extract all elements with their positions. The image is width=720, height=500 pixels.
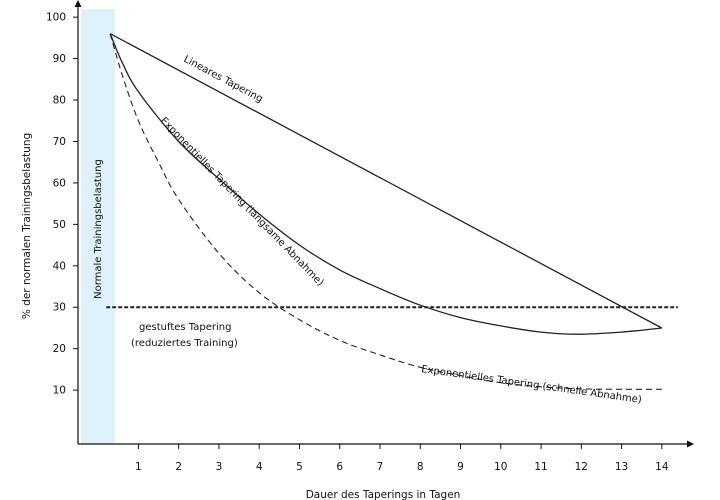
x-tick-label: 7	[377, 461, 384, 473]
y-tick-label: 70	[53, 136, 66, 148]
x-tick-label: 8	[417, 461, 424, 473]
x-tick-label: 2	[175, 461, 182, 473]
x-tick-label: 9	[457, 461, 464, 473]
y-tick-label: 10	[53, 385, 66, 397]
y-tick-label: 30	[53, 302, 66, 314]
x-tick-label: 13	[615, 461, 628, 473]
x-tick-label: 4	[256, 461, 263, 473]
y-tick-label: 100	[46, 12, 66, 24]
x-tick-label: 6	[336, 461, 343, 473]
series-line-lineares-tapering	[109, 33, 663, 329]
x-axis-title: Dauer des Taperings in Tagen	[306, 489, 461, 500]
exp-fast-tapering-label: Exponentielles Tapering (schnelle Abnahm…	[421, 364, 643, 406]
step-tapering-label: gestuftes Tapering	[139, 322, 231, 333]
exp-slow-tapering-label: Exponentielles Tapering (langsame Abnahm…	[158, 115, 326, 288]
step-tapering-label-line2: (reduziertes Training)	[131, 338, 238, 349]
normal-load-band-label: Normale Trainingsbelastung	[93, 159, 104, 299]
series-line-exponentielles-tapering-schnelle-abnahme	[109, 33, 662, 390]
normal-load-band	[81, 9, 115, 444]
y-tick-label: 20	[53, 343, 66, 355]
y-tick-label: 50	[53, 219, 66, 231]
x-tick-label: 10	[494, 461, 507, 473]
y-axis-title: % der normalen Trainingsbelastung	[21, 133, 33, 319]
linear-tapering-label: Lineares Tapering	[182, 54, 265, 105]
series-line-exponentielles-tapering-langsame-abnahme	[109, 33, 662, 335]
x-tick-label: 12	[575, 461, 588, 473]
y-axis-arrow	[74, 0, 82, 7]
x-tick-label: 1	[135, 461, 142, 473]
x-tick-label: 14	[655, 461, 669, 473]
y-tick-label: 90	[53, 53, 66, 65]
x-axis-arrow	[687, 440, 694, 448]
y-tick-label: 40	[53, 260, 66, 272]
y-tick-label: 80	[53, 95, 66, 107]
x-tick-label: 5	[296, 461, 303, 473]
x-tick-label: 11	[534, 461, 547, 473]
y-tick-label: 60	[53, 177, 66, 189]
x-tick-label: 3	[216, 461, 223, 473]
series-group	[106, 33, 678, 390]
